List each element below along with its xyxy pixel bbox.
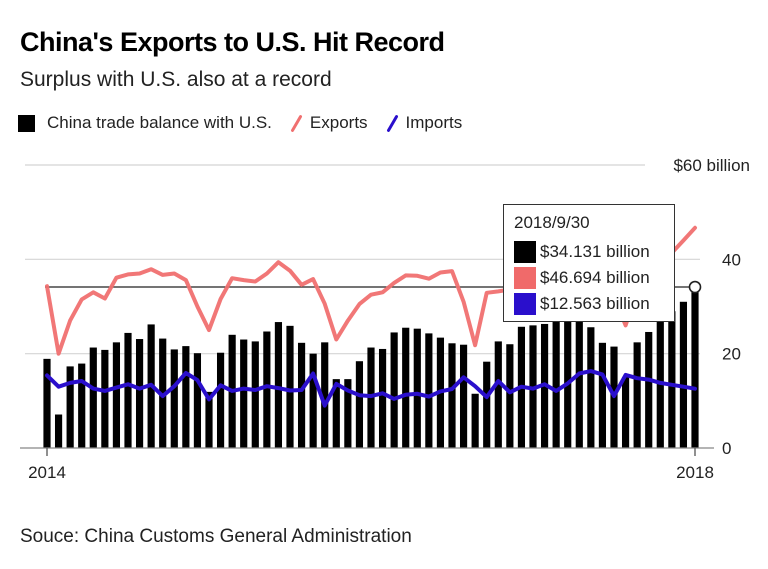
bar (309, 353, 317, 448)
bar (332, 379, 340, 448)
tooltip-swatch-icon (514, 241, 536, 263)
bar (402, 327, 410, 448)
bar (355, 361, 364, 448)
bar (159, 338, 167, 448)
x-axis (20, 447, 714, 456)
bar (274, 322, 283, 448)
y-tick-label: 40 (722, 250, 741, 269)
bar (66, 366, 74, 448)
y-axis-labels: 0 20 40 $60 billion (673, 156, 750, 458)
bar (135, 339, 144, 448)
y-tick-label: $60 billion (673, 156, 750, 175)
bar (598, 342, 607, 448)
bar (459, 344, 468, 448)
bar (263, 331, 271, 448)
legend-swatch-bar-icon (18, 114, 35, 132)
bar (413, 328, 421, 448)
tooltip-row-trade-balance: $34.131 billion (514, 239, 664, 265)
legend: China trade balance with U.S. Exports Im… (18, 113, 480, 133)
bar (43, 358, 51, 448)
legend-label: Exports (309, 113, 368, 132)
chart-title: China's Exports to U.S. Hit Record (20, 27, 445, 57)
bar (124, 332, 132, 448)
tooltip-row-imports: $12.563 billion (514, 291, 664, 317)
tooltip-value: $46.694 billion (540, 268, 650, 287)
bar (656, 313, 664, 448)
legend-item-trade-balance[interactable]: China trade balance with U.S. (18, 113, 272, 133)
bar (471, 393, 479, 448)
bar (78, 363, 86, 448)
legend-swatch-line-icon (386, 114, 398, 132)
x-axis-labels: 2014 2018 (28, 463, 714, 482)
legend-label: China trade balance with U.S. (47, 113, 272, 132)
data-tooltip: 2018/9/30 $34.131 billion $46.694 billio… (503, 204, 675, 322)
line-imports (45, 369, 697, 408)
bar (240, 339, 248, 448)
bar (205, 391, 213, 448)
bar (668, 311, 676, 448)
bar (633, 342, 641, 448)
hover-point-marker (688, 280, 702, 294)
bar (170, 349, 178, 448)
bar (286, 325, 294, 448)
bar (182, 346, 190, 448)
tooltip-row-exports: $46.694 billion (514, 265, 664, 291)
tooltip-swatch-icon (514, 293, 536, 315)
bar (378, 348, 387, 448)
hover-marker (688, 280, 702, 294)
bar (390, 332, 398, 448)
bar (101, 349, 109, 448)
bar (297, 342, 306, 448)
bar (506, 344, 514, 448)
bar (575, 321, 583, 448)
bar (483, 361, 491, 448)
x-tick-label: 2018 (676, 463, 714, 482)
bar (494, 341, 502, 448)
source-note: Souce: China Customs General Administrat… (20, 526, 412, 547)
x-tick-label: 2014 (28, 463, 66, 482)
bar (344, 379, 352, 448)
bar (679, 301, 688, 448)
tooltip-value: $34.131 billion (540, 242, 650, 261)
legend-item-imports[interactable]: Imports (386, 113, 463, 133)
legend-label: Imports (405, 113, 463, 132)
bar (193, 353, 202, 448)
tooltip-swatch-icon (514, 267, 536, 289)
bar (321, 342, 329, 448)
y-tick-label: 0 (722, 439, 731, 458)
bar (425, 333, 433, 448)
bar (54, 414, 63, 448)
chart-plot[interactable]: 0 20 40 $60 billion 2014 2018 (0, 140, 768, 500)
y-tick-label: 20 (722, 345, 741, 364)
bar (112, 342, 121, 448)
bar (552, 316, 560, 448)
bar (587, 327, 595, 448)
bar (216, 352, 225, 448)
bar (645, 331, 653, 448)
legend-swatch-line-icon (290, 114, 302, 132)
legend-item-exports[interactable]: Exports (290, 113, 368, 133)
bar (448, 343, 456, 448)
tooltip-date: 2018/9/30 (514, 213, 590, 232)
bar (621, 377, 630, 448)
chart-subtitle: Surplus with U.S. also at a record (20, 68, 332, 91)
bar (89, 347, 97, 448)
bar (251, 341, 259, 448)
tooltip-value: $12.563 billion (540, 294, 650, 313)
bar (691, 287, 699, 448)
